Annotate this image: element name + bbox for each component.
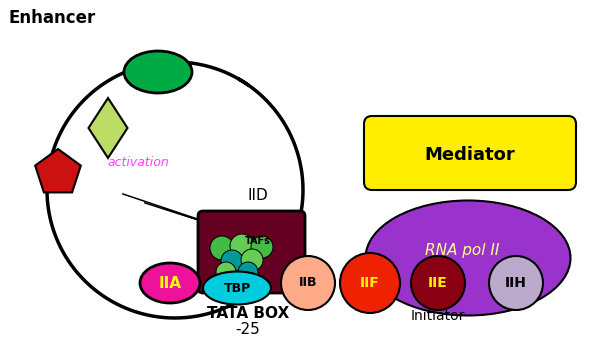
Circle shape [251,236,273,258]
Text: IID: IID [248,189,269,203]
Polygon shape [35,149,81,192]
FancyBboxPatch shape [198,211,305,293]
Text: Initiator: Initiator [411,309,465,323]
FancyBboxPatch shape [364,116,576,190]
Text: activation: activation [107,156,169,170]
Circle shape [241,249,263,271]
Text: IIB: IIB [299,276,317,290]
Text: TBP: TBP [224,282,251,294]
Polygon shape [88,98,127,158]
Text: IIE: IIE [428,276,448,290]
Circle shape [340,253,400,313]
Text: IIH: IIH [505,276,527,290]
Text: TATA BOX: TATA BOX [207,306,289,320]
Text: IIA: IIA [158,275,181,291]
Text: IIF: IIF [360,276,380,290]
Ellipse shape [203,272,271,304]
Text: TAFs: TAFs [245,236,271,246]
Ellipse shape [365,200,571,316]
Circle shape [281,256,335,310]
Circle shape [221,250,243,272]
Text: -25: -25 [236,322,261,337]
Ellipse shape [124,51,192,93]
Text: Enhancer: Enhancer [8,9,95,27]
Circle shape [216,262,236,282]
Text: RNA pol II: RNA pol II [425,243,499,257]
Circle shape [210,236,234,260]
Circle shape [238,262,258,282]
Ellipse shape [140,263,200,303]
Circle shape [489,256,543,310]
Circle shape [411,256,465,310]
Text: Mediator: Mediator [424,146,515,164]
Circle shape [230,234,254,258]
